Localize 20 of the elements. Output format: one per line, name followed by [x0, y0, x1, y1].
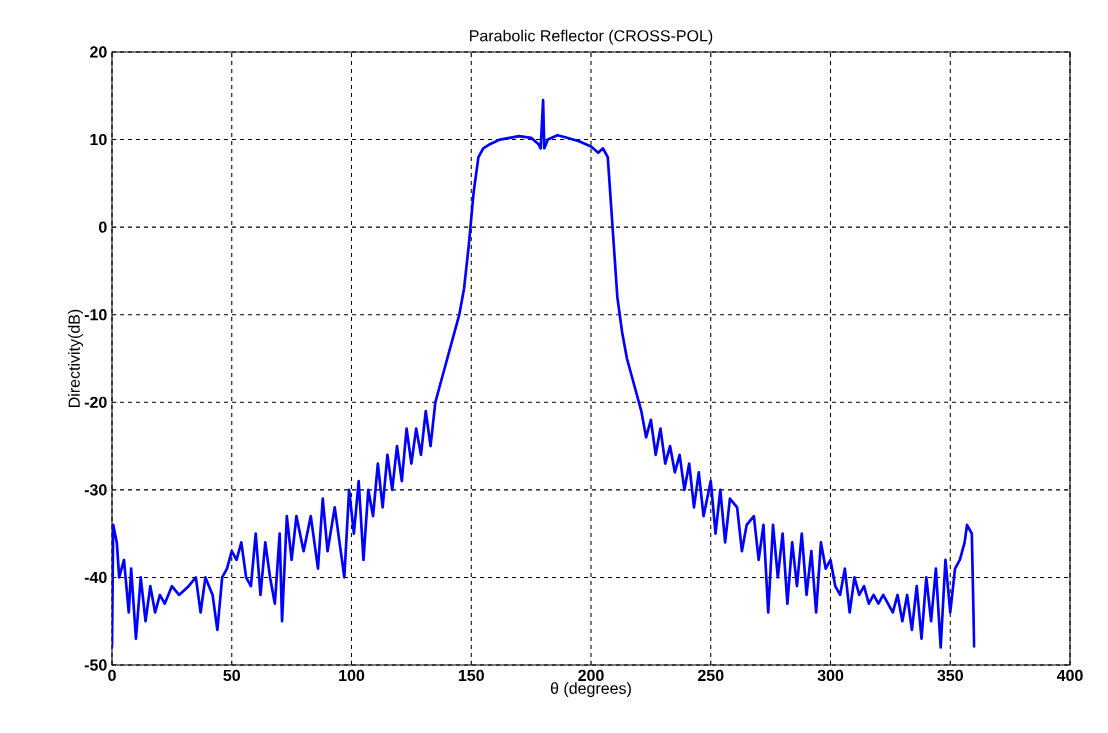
x-tick-label: 50: [223, 669, 240, 682]
y-axis-title: Directivity(dB): [68, 309, 84, 407]
x-axis-title: θ (degrees): [550, 682, 631, 698]
y-tick-label: -20: [84, 396, 107, 408]
x-tick-label: 300: [817, 669, 844, 682]
x-tick-label: 350: [937, 669, 963, 682]
chart-title: Parabolic Reflector (CROSS-POL): [470, 29, 713, 45]
y-tick-label: -50: [84, 659, 107, 671]
x-tick-label: 0: [108, 669, 116, 682]
y-tick-label: 0: [99, 221, 107, 233]
x-tick-label: 400: [1056, 669, 1083, 682]
x-tick-label: 200: [578, 669, 604, 682]
y-tick-label: -30: [84, 484, 107, 496]
y-tick-label: -40: [84, 571, 107, 584]
x-tick-label: 150: [458, 669, 484, 682]
x-tick-label: 100: [339, 669, 365, 682]
y-tick-label: 20: [90, 46, 107, 58]
x-tick-label: 250: [697, 669, 724, 682]
y-tick-label: -10: [84, 309, 107, 321]
y-tick-label: 10: [90, 133, 107, 146]
